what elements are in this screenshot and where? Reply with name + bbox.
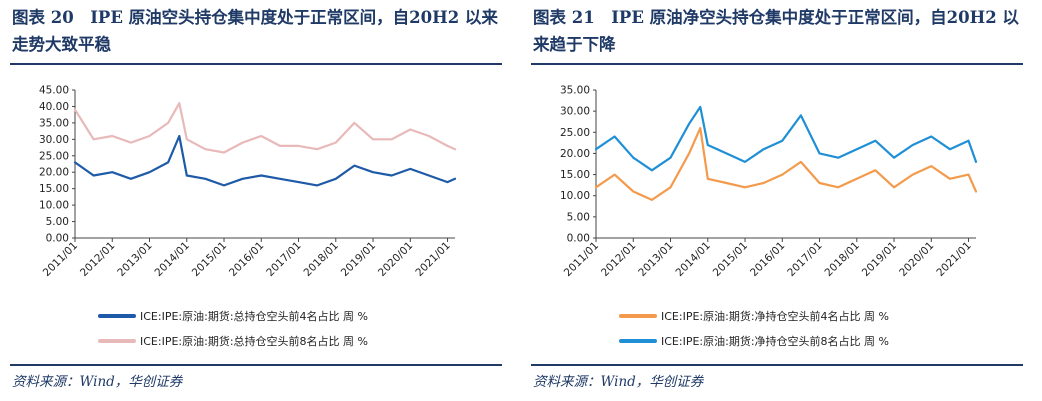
legend-label-1: ICE:IPE:原油:期货:总持仓空头前8名占比 周 % [140, 334, 368, 348]
y-tick-label: 25.00 [560, 127, 590, 139]
source-note-left: 资料来源：Wind，华创证券 [12, 374, 183, 390]
y-tick-label: 15.00 [39, 183, 69, 195]
source-rule [531, 364, 1023, 366]
y-tick-label: 15.00 [560, 169, 590, 181]
x-tick-label: 2014/01 [674, 240, 713, 279]
source-note-right: 资料来源：Wind，华创证券 [533, 374, 704, 390]
line-chart-right: 0.00 5.00 10.00 15.00 20.00 25.00 30.00 35.00 20… [560, 85, 978, 348]
x-tick-label: 2021/01 [934, 240, 973, 279]
x-tick-label: 2011/01 [41, 240, 80, 279]
legend-label-0: ICE:IPE:原油:期货:总持仓空头前4名占比 周 % [140, 309, 368, 323]
chart-panel-left: 图表 20 IPE 原油空头持仓集中度处于正常区间，自20H2 以来走势大致平稳… [0, 0, 505, 401]
y-tick-label: 30.00 [39, 134, 69, 146]
x-tick-label: 2016/01 [748, 240, 787, 279]
chart-panel-right: 图表 21 IPE 原油净空头持仓集中度处于正常区间，自20H2 以来趋于下降 … [521, 0, 1026, 401]
y-tick-label: 20.00 [39, 167, 69, 179]
x-tick-label: 2012/01 [599, 240, 638, 279]
x-tick-label: 2015/01 [190, 240, 229, 279]
x-tick-label: 2018/01 [823, 240, 862, 279]
x-tick-label: 2015/01 [711, 240, 750, 279]
x-tick-label: 2014/01 [153, 240, 192, 279]
series-line-1 [73, 102, 457, 154]
x-tick-label: 2011/01 [562, 240, 601, 279]
x-tick-label: 2016/01 [227, 240, 266, 279]
y-tick-label: 30.00 [560, 106, 590, 118]
x-tick-label: 2020/01 [376, 240, 415, 279]
x-tick-label: 2013/01 [636, 240, 675, 279]
title-rule [10, 63, 502, 65]
y-tick-label: 5.00 [46, 216, 69, 228]
y-tick-label: 35.00 [39, 117, 69, 129]
x-tick-label: 2020/01 [897, 240, 936, 279]
legend-label-0: ICE:IPE:原油:期货:净持仓空头前4名占比 周 % [661, 309, 889, 323]
series-line-0 [594, 126, 978, 201]
legend-label-1: ICE:IPE:原油:期货:净持仓空头前8名占比 周 % [661, 334, 889, 348]
x-tick-label: 2018/01 [302, 240, 341, 279]
x-tick-label: 2019/01 [339, 240, 378, 279]
y-tick-label: 0.00 [567, 233, 590, 245]
title-rule [531, 63, 1023, 65]
line-chart-left: 0.00 5.00 10.00 15.00 20.00 25.00 30.00 35.00 40… [39, 85, 457, 348]
chart-title-left: 图表 20 IPE 原油空头持仓集中度处于正常区间，自20H2 以来走势大致平稳 [12, 8, 498, 54]
y-tick-label: 10.00 [560, 190, 590, 202]
x-tick-label: 2019/01 [860, 240, 899, 279]
y-tick-label: 35.00 [560, 85, 590, 97]
x-tick-label: 2017/01 [264, 240, 303, 279]
series-line-1 [594, 105, 978, 172]
x-tick-label: 2017/01 [785, 240, 824, 279]
source-rule [10, 364, 502, 366]
chart-title-right: 图表 21 IPE 原油净空头持仓集中度处于正常区间，自20H2 以来趋于下降 [533, 8, 1019, 54]
y-tick-label: 10.00 [39, 200, 69, 212]
series-line-0 [73, 134, 457, 187]
y-tick-label: 45.00 [39, 85, 69, 97]
y-tick-label: 20.00 [560, 148, 590, 160]
y-tick-label: 40.00 [39, 101, 69, 113]
x-tick-label: 2021/01 [413, 240, 452, 279]
y-tick-label: 5.00 [567, 211, 590, 223]
x-tick-label: 2013/01 [115, 240, 154, 279]
y-tick-label: 25.00 [39, 150, 69, 162]
x-tick-label: 2012/01 [78, 240, 117, 279]
y-tick-label: 0.00 [46, 233, 69, 245]
